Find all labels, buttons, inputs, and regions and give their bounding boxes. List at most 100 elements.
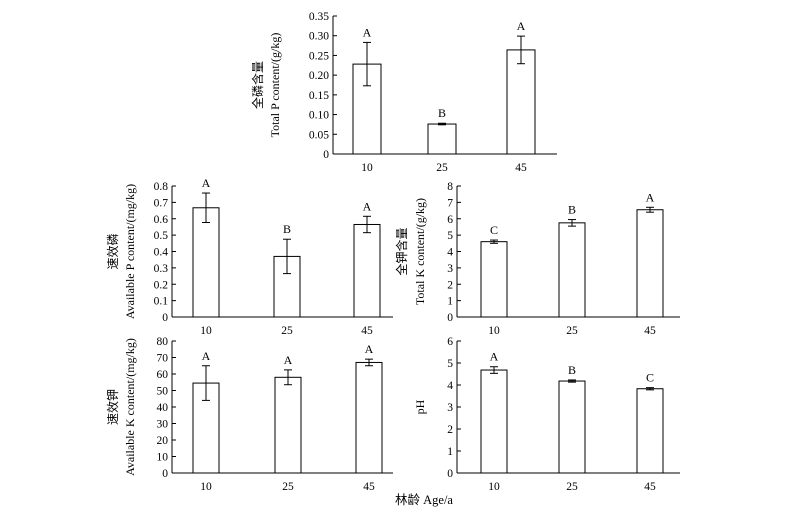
y-tick-label: 0.5 xyxy=(154,230,169,242)
x-tick-label: 10 xyxy=(488,325,500,337)
significance-label: B xyxy=(568,363,576,377)
y-tick-label: 0.8 xyxy=(154,181,169,193)
y-axis-label-zh: 速效磷 xyxy=(105,233,120,269)
bar xyxy=(353,223,381,318)
significance-label: C xyxy=(646,371,654,385)
x-tick-label: 45 xyxy=(363,481,375,493)
x-tick-label: 25 xyxy=(281,325,293,337)
y-tick-label: 0.30 xyxy=(309,31,329,43)
y-tick-label: 4 xyxy=(447,380,453,392)
y-tick-label: 2 xyxy=(447,279,453,291)
y-tick-label: 0.10 xyxy=(309,110,329,122)
y-tick-label: 7 xyxy=(447,197,453,209)
significance-label: A xyxy=(202,176,211,190)
x-tick-label: 10 xyxy=(361,162,373,174)
y-tick-label: 0 xyxy=(162,312,168,324)
bar xyxy=(506,49,536,155)
y-tick-label: 10 xyxy=(157,452,169,464)
y-tick-label: 0.4 xyxy=(154,247,169,259)
x-tick-label: 25 xyxy=(282,481,294,493)
y-tick-label: 30 xyxy=(157,419,169,431)
y-tick-label: 0 xyxy=(447,312,453,324)
y-tick-label: 5 xyxy=(447,358,453,370)
bar xyxy=(273,255,301,318)
y-axis-label-en: Total P content/(g/kg) xyxy=(268,33,282,138)
bar xyxy=(480,241,508,318)
bar xyxy=(558,222,586,318)
bar xyxy=(355,361,383,474)
y-axis-label-en: Available K content/(mg/kg) xyxy=(123,338,137,476)
y-tick-label: 40 xyxy=(157,402,169,414)
y-axis-label-zh: 全磷含量 xyxy=(250,61,265,109)
bar xyxy=(427,123,457,155)
y-tick-label: 2 xyxy=(447,424,453,436)
x-axis-title: 林龄 Age/a xyxy=(395,493,453,507)
bar xyxy=(274,376,302,474)
x-tick-label: 45 xyxy=(361,325,373,337)
y-tick-label: 0.7 xyxy=(154,197,169,209)
y-tick-label: 0.25 xyxy=(309,50,329,62)
y-tick-label: 0.3 xyxy=(154,263,169,275)
x-tick-label: 10 xyxy=(200,481,212,493)
y-tick-label: 3 xyxy=(447,402,453,414)
y-tick-label: 60 xyxy=(157,369,169,381)
significance-label: B xyxy=(568,203,576,217)
y-tick-label: 8 xyxy=(447,181,453,193)
significance-label: A xyxy=(363,25,372,39)
x-tick-label: 45 xyxy=(515,162,527,174)
y-tick-label: 0.35 xyxy=(309,11,329,23)
y-axis-label-zh: 全钾含量 xyxy=(394,227,409,275)
chart-panel-available-p: 0 0.1 0.2 0.3 0.4 0.5 0.6 0.7 0.8 A 10 B 25 A 45 速效磷 Ava… xyxy=(105,176,393,337)
bar xyxy=(636,209,664,318)
bar xyxy=(192,207,220,318)
x-tick-label: 25 xyxy=(566,481,578,493)
y-axis-label-en: pH xyxy=(413,399,427,414)
y-tick-label: 70 xyxy=(157,353,169,365)
y-tick-label: 6 xyxy=(447,214,453,226)
y-tick-label: 0.2 xyxy=(154,279,169,291)
bar xyxy=(558,380,586,474)
significance-label: C xyxy=(490,223,498,237)
y-tick-label: 80 xyxy=(157,336,169,348)
bar xyxy=(636,388,664,474)
significance-label: B xyxy=(438,106,446,120)
x-tick-label: 45 xyxy=(644,481,656,493)
significance-label: A xyxy=(365,342,374,356)
significance-label: A xyxy=(517,19,526,33)
x-tick-label: 10 xyxy=(200,325,212,337)
y-tick-label: 0.20 xyxy=(309,70,329,82)
significance-label: A xyxy=(284,353,293,367)
significance-label: A xyxy=(490,350,499,364)
significance-label: A xyxy=(363,199,372,213)
y-tick-label: 1 xyxy=(447,296,453,308)
x-tick-label: 45 xyxy=(644,325,656,337)
y-tick-label: 0.1 xyxy=(154,296,169,308)
significance-label: B xyxy=(283,222,291,236)
chart-panel-available-k: 0 10 20 30 40 50 60 70 80 A 10 A 25 A 45 速效钾 Available K… xyxy=(105,336,393,493)
y-tick-label: 6 xyxy=(447,336,453,348)
x-tick-label: 10 xyxy=(488,481,500,493)
y-tick-label: 0 xyxy=(162,468,168,480)
y-tick-label: 50 xyxy=(157,386,169,398)
bar xyxy=(480,369,508,474)
x-tick-label: 25 xyxy=(436,162,448,174)
y-tick-label: 20 xyxy=(157,435,169,447)
significance-label: A xyxy=(646,190,655,204)
chart-panel-total-p: 0 0.05 0.10 0.15 0.20 0.25 0.30 0.35 A 10 B 25 A 45 全磷… xyxy=(250,11,557,174)
significance-label: A xyxy=(202,349,211,363)
y-tick-label: 0.05 xyxy=(309,129,329,141)
x-tick-label: 25 xyxy=(566,325,578,337)
y-tick-label: 0 xyxy=(447,468,453,480)
y-tick-label: 0 xyxy=(323,149,329,161)
y-axis-label-zh: 速效钾 xyxy=(105,389,120,425)
y-tick-label: 5 xyxy=(447,230,453,242)
y-tick-label: 3 xyxy=(447,263,453,275)
y-tick-label: 1 xyxy=(447,446,453,458)
y-tick-label: 0.6 xyxy=(154,214,169,226)
y-axis-label-en: Available P content/(mg/kg) xyxy=(123,184,137,319)
y-tick-label: 4 xyxy=(447,247,453,259)
y-tick-label: 0.15 xyxy=(309,90,329,102)
